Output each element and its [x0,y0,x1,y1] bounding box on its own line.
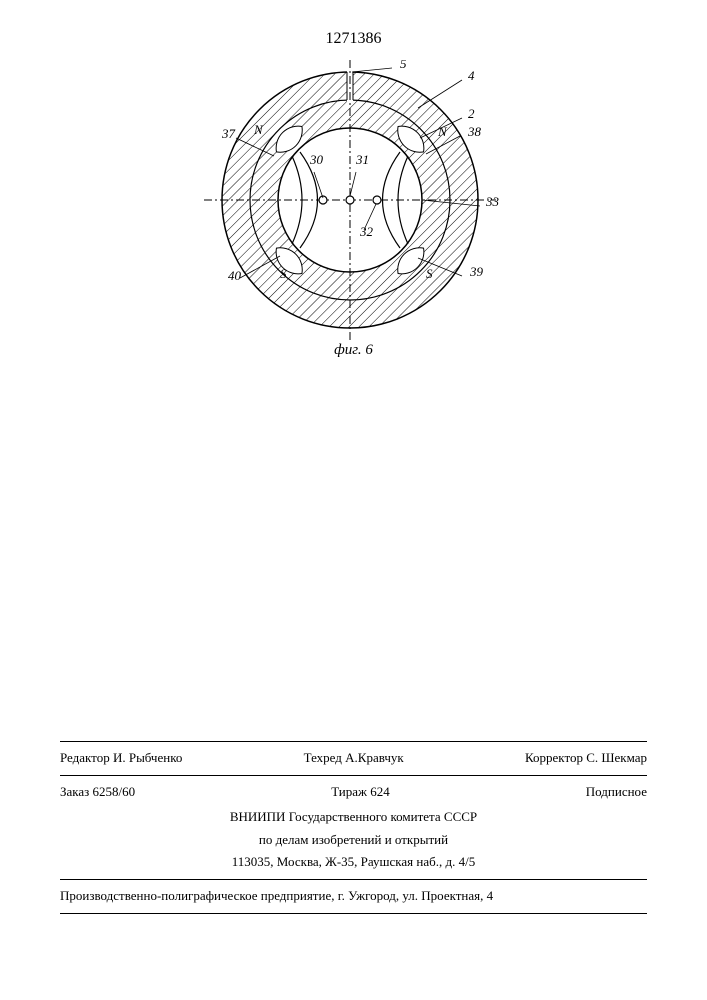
svg-text:S: S [280,266,287,281]
org-line-2: по делам изобретений и открытий [60,830,647,851]
figure-svg: N N S S 5 4 2 38 33 39 37 40 30 31 32 [180,60,520,340]
org-address: 113035, Москва, Ж-35, Раушская наб., д. … [60,852,647,873]
editor-label: Редактор [60,750,110,765]
tech: Техред А.Кравчук [304,748,404,769]
svg-text:30: 30 [309,152,324,167]
svg-text:38: 38 [467,124,482,139]
footer-rule-top [60,741,647,742]
svg-text:33: 33 [485,194,500,209]
footer-rule-mid1 [60,775,647,776]
editor: Редактор И. Рыбченко [60,748,182,769]
figure-6: N N S S 5 4 2 38 33 39 37 40 30 31 32 [180,60,520,340]
org-line-1: ВНИИПИ Государственного комитета СССР [60,807,647,828]
corrector-label: Корректор [525,750,583,765]
svg-text:N: N [253,122,264,137]
patent-number: 1271386 [0,30,707,48]
svg-text:31: 31 [355,152,369,167]
svg-text:40: 40 [228,268,242,283]
svg-text:39: 39 [469,264,484,279]
tirazh: Тираж 624 [331,782,390,803]
footer-rule-bottom [60,913,647,914]
svg-text:N: N [437,124,448,139]
order-number: Заказ 6258/60 [60,782,135,803]
printer-line: Производственно-полиграфическое предприя… [60,886,647,907]
svg-text:37: 37 [221,126,236,141]
tech-name: А.Кравчук [345,750,404,765]
footer-order-block: Заказ 6258/60 Тираж 624 Подписное ВНИИПИ… [60,782,647,873]
corrector-name: С. Шекмар [586,750,647,765]
corrector: Корректор С. Шекмар [525,748,647,769]
footer-rule-mid2 [60,879,647,880]
subscript: Подписное [586,782,647,803]
svg-text:4: 4 [468,68,475,83]
tech-label: Техред [304,750,342,765]
svg-text:2: 2 [468,106,475,121]
svg-text:S: S [426,266,433,281]
footer-credits-row: Редактор И. Рыбченко Техред А.Кравчук Ко… [60,748,647,769]
figure-caption: фиг. 6 [0,342,707,359]
svg-text:32: 32 [359,224,374,239]
footer-block: Редактор И. Рыбченко Техред А.Кравчук Ко… [60,735,647,920]
editor-name: И. Рыбченко [113,750,182,765]
svg-text:5: 5 [400,60,407,71]
